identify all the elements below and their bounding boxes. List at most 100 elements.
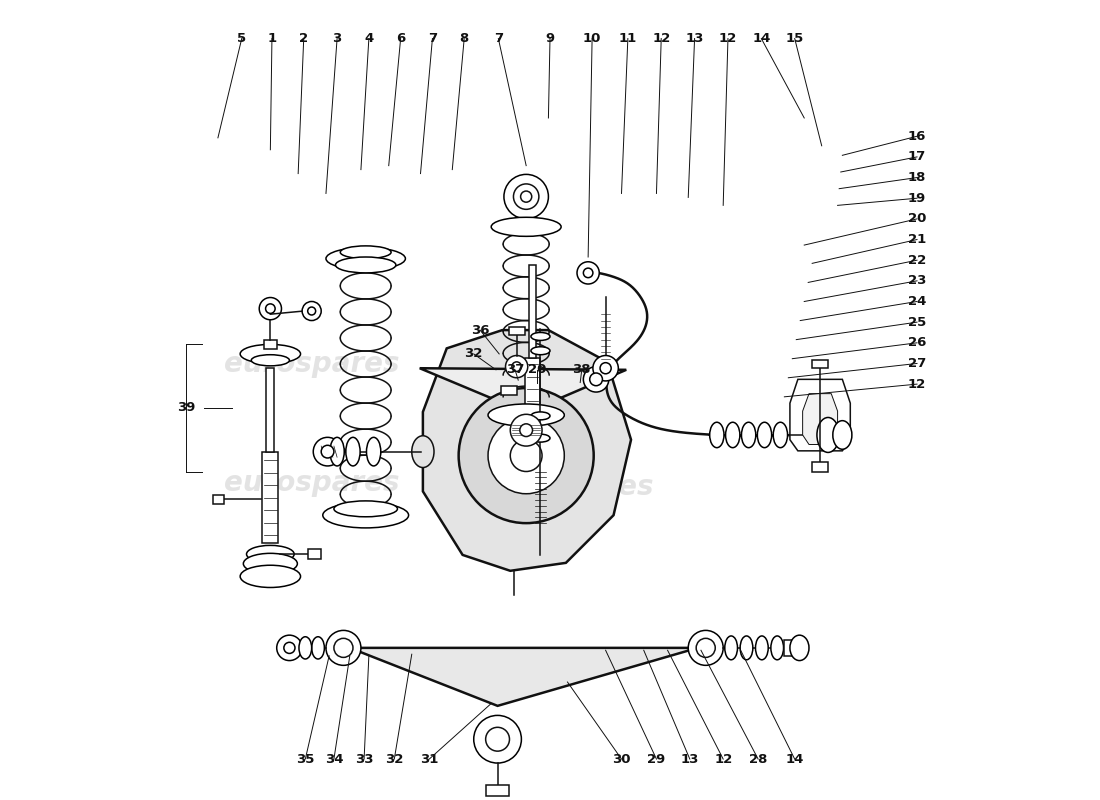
Text: 12: 12 [718,32,737,45]
FancyBboxPatch shape [783,640,800,656]
FancyBboxPatch shape [486,786,508,797]
Text: 17: 17 [908,150,926,163]
Circle shape [583,268,593,278]
Circle shape [512,362,521,371]
Circle shape [265,304,275,314]
Text: 2: 2 [299,32,308,45]
Ellipse shape [336,257,396,273]
Text: 12: 12 [714,753,733,766]
Circle shape [474,715,521,763]
Text: 14: 14 [752,32,770,45]
Ellipse shape [366,438,381,466]
Circle shape [601,362,612,374]
Circle shape [510,414,542,446]
Text: 36: 36 [471,323,490,337]
Text: 34: 34 [324,753,343,766]
Ellipse shape [488,404,564,426]
FancyBboxPatch shape [526,358,540,420]
Ellipse shape [246,546,294,563]
Circle shape [520,424,532,437]
FancyBboxPatch shape [264,340,277,349]
Circle shape [578,262,600,284]
Text: 32: 32 [385,753,404,766]
Ellipse shape [741,422,756,448]
Ellipse shape [756,636,768,660]
Text: 20: 20 [528,363,547,376]
Text: 13: 13 [685,32,704,45]
Ellipse shape [334,501,397,517]
Text: 27: 27 [908,357,926,370]
FancyBboxPatch shape [266,368,274,452]
Text: 9: 9 [546,32,554,45]
Text: 4: 4 [364,32,374,45]
Ellipse shape [726,422,740,448]
Text: 7: 7 [428,32,437,45]
Text: 35: 35 [296,753,315,766]
Circle shape [514,184,539,210]
Text: 5: 5 [238,32,246,45]
Text: 7: 7 [494,32,503,45]
Circle shape [590,373,603,386]
Ellipse shape [326,247,406,270]
Ellipse shape [240,344,300,363]
Ellipse shape [340,246,392,258]
Text: 23: 23 [908,274,926,287]
Text: 1: 1 [267,32,276,45]
Polygon shape [803,394,837,445]
Ellipse shape [790,635,808,661]
Circle shape [486,727,509,751]
Text: eurospares: eurospares [224,470,399,498]
Ellipse shape [531,346,550,354]
Circle shape [510,440,542,471]
Ellipse shape [345,438,360,466]
Ellipse shape [299,637,311,659]
Text: 26: 26 [908,336,926,350]
Circle shape [334,638,353,658]
Text: 39: 39 [177,402,196,414]
Text: 37: 37 [506,363,525,376]
FancyBboxPatch shape [308,550,321,559]
Polygon shape [420,368,626,413]
Circle shape [308,307,316,315]
FancyBboxPatch shape [508,327,525,335]
Circle shape [284,642,295,654]
Text: eurospares: eurospares [478,474,653,502]
Ellipse shape [243,554,297,574]
Text: 8: 8 [460,32,469,45]
Text: 12: 12 [652,32,670,45]
Ellipse shape [833,421,851,450]
Text: 13: 13 [681,753,698,766]
Ellipse shape [330,438,344,466]
Circle shape [260,298,282,320]
Ellipse shape [773,422,788,448]
Circle shape [504,174,549,219]
Text: 14: 14 [785,753,804,766]
FancyBboxPatch shape [500,386,517,395]
Ellipse shape [771,636,783,660]
Polygon shape [422,330,631,571]
Ellipse shape [740,636,752,660]
Text: 32: 32 [464,347,483,361]
Text: 15: 15 [785,32,804,45]
FancyBboxPatch shape [213,494,224,504]
Ellipse shape [326,630,361,666]
Text: eurospares: eurospares [224,350,399,378]
Text: 10: 10 [583,32,602,45]
Circle shape [583,366,608,392]
Text: 11: 11 [618,32,637,45]
Polygon shape [350,648,697,706]
Polygon shape [790,379,850,451]
Text: 21: 21 [908,233,926,246]
Text: 29: 29 [647,753,666,766]
Text: 19: 19 [908,192,926,205]
Ellipse shape [311,637,324,659]
Ellipse shape [322,502,408,528]
Circle shape [520,191,531,202]
Ellipse shape [817,418,839,453]
Circle shape [321,446,334,458]
Circle shape [488,418,564,494]
Ellipse shape [757,422,772,448]
Circle shape [593,355,618,381]
Circle shape [696,638,715,658]
Text: 3: 3 [332,32,342,45]
